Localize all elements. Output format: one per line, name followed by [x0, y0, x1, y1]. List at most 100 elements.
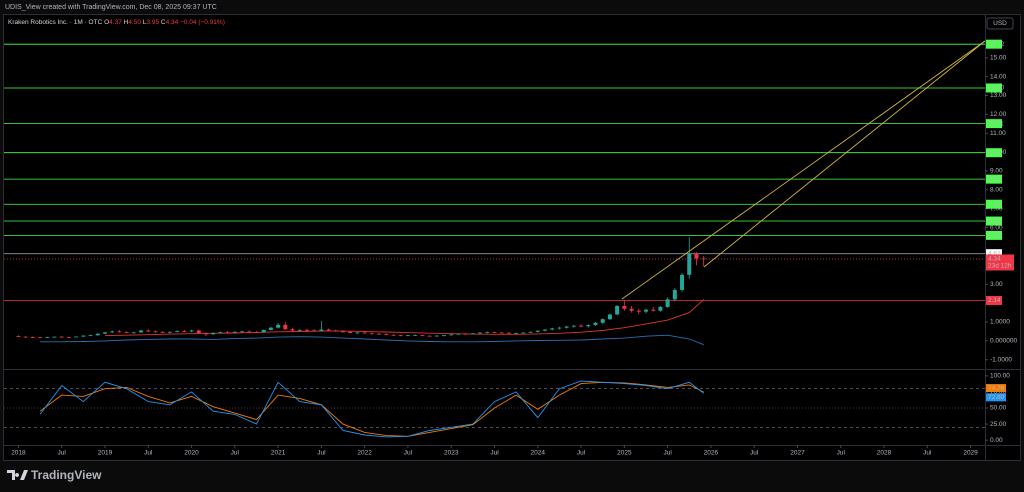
- candle-body: [160, 332, 165, 333]
- candle-body: [74, 336, 79, 338]
- level-label: 2.14: [988, 297, 1001, 304]
- rsi-last-label: 74.76: [988, 385, 1005, 392]
- candle-body: [232, 331, 237, 333]
- candle-body: [240, 331, 245, 333]
- rsi-last-label: 72.80: [988, 394, 1005, 401]
- candle-body: [153, 331, 158, 333]
- trend-line: [703, 40, 986, 268]
- candle-body: [247, 331, 252, 333]
- logo-icon: [7, 470, 28, 480]
- candle-body: [607, 314, 612, 320]
- currency[interactable]: USD: [993, 20, 1007, 27]
- candle-body: [542, 329, 547, 331]
- x-tick-label: Jul: [317, 450, 326, 457]
- candle-body: [348, 331, 353, 333]
- candle-body: [665, 299, 670, 307]
- y-tick-label: 0.000000: [990, 338, 1017, 345]
- candle-body: [225, 332, 230, 334]
- candle-body: [629, 308, 634, 311]
- candle-body: [514, 332, 519, 334]
- x-tick-label: 2026: [704, 450, 719, 457]
- rsi-line: [39, 380, 704, 438]
- candle-body: [319, 329, 324, 332]
- x-tick-label: Jul: [490, 450, 499, 457]
- candle-body: [341, 331, 346, 333]
- candle-body: [88, 335, 93, 337]
- y-tick-label: 11.00: [990, 130, 1006, 137]
- candle-body: [110, 331, 115, 333]
- y-tick-label: 13.00: [990, 92, 1007, 99]
- candle-body: [283, 324, 288, 330]
- candle-body: [643, 309, 648, 312]
- x-tick-label: 2020: [184, 450, 199, 457]
- legend: Kraken Robotics Inc. · 1M · OTC O4.37 H4…: [8, 19, 225, 26]
- close-value: 4.34: [166, 19, 179, 26]
- candle-body: [434, 335, 439, 337]
- candle-body: [290, 329, 295, 331]
- y-tick-label: 9.00: [990, 168, 1003, 175]
- chart-frame: [3, 14, 1021, 461]
- candle-body: [369, 333, 374, 335]
- candle-body: [326, 329, 331, 331]
- x-tick-label: 2025: [617, 450, 632, 457]
- candle-body: [492, 332, 497, 334]
- x-tick-label: Jul: [663, 450, 672, 457]
- candle-body: [23, 336, 28, 338]
- candle-body: [550, 328, 555, 330]
- rsi-y-tick-label: 100.00: [990, 373, 1010, 380]
- candle-body: [615, 305, 620, 315]
- x-tick-label: Jul: [923, 450, 932, 457]
- candle-body: [131, 332, 136, 334]
- candle-body: [687, 253, 692, 275]
- y-tick-label: 1.0000: [990, 319, 1010, 326]
- candle-body: [124, 332, 129, 334]
- level-label-box: [986, 148, 1002, 158]
- candle-body: [52, 336, 57, 338]
- x-tick-label: 2019: [98, 450, 113, 457]
- candle-body: [463, 333, 468, 335]
- plot: 2018 Jul 2019 Jul 2020 Jul 2021 Jul 2022 Jul 2023 J…: [4, 39, 1017, 457]
- rsi-y-tick-label: 0.00: [990, 437, 1003, 444]
- level-label-box: [986, 199, 1002, 209]
- candle-body: [470, 333, 475, 335]
- candle-body: [672, 289, 677, 300]
- candle-body: [81, 335, 86, 337]
- candle-body: [38, 337, 43, 339]
- rsi-y-tick-label: 75.00: [990, 389, 1007, 396]
- last-price-box: [986, 254, 1014, 271]
- candle-body: [95, 333, 100, 336]
- candle-body: [449, 334, 454, 336]
- candle-body: [636, 310, 641, 312]
- x-tick-label: 2022: [357, 450, 372, 457]
- change: −0.04 (−0.91%): [180, 19, 225, 26]
- level-label: 4.62: [988, 250, 1001, 257]
- symbol: Kraken Robotics Inc. · 1M · OTC: [8, 19, 103, 26]
- candle-body: [146, 330, 151, 332]
- candle-body: [420, 335, 425, 336]
- level-label: 13.40: [988, 85, 1005, 92]
- y-tick-label: 7.00: [990, 205, 1003, 212]
- moving-average: [40, 334, 704, 346]
- rsi-last-box: [986, 384, 1006, 393]
- low-value: 3.95: [146, 19, 159, 26]
- candle-body: [182, 331, 187, 332]
- candle-body: [557, 327, 562, 329]
- countdown: 23d 12h: [988, 263, 1012, 270]
- candle-body: [355, 332, 360, 334]
- candle-body: [478, 332, 483, 334]
- y-tick-label: 12.00: [990, 111, 1007, 118]
- y-tick-label: 3.00: [990, 281, 1003, 288]
- candle-body: [694, 253, 699, 259]
- x-tick-label: 2023: [444, 450, 459, 457]
- x-tick-label: Jul: [577, 450, 586, 457]
- candle-body: [413, 335, 418, 336]
- candle-body: [377, 333, 382, 335]
- x-tick-label: Jul: [750, 450, 759, 457]
- candle-body: [528, 331, 533, 333]
- candle-body: [333, 330, 338, 332]
- candle-body: [102, 332, 107, 334]
- rsi-y-tick-label: 25.00: [990, 421, 1007, 428]
- candle-body: [268, 327, 273, 330]
- currency-box[interactable]: [986, 17, 1014, 30]
- high-value: 4.50: [128, 19, 141, 26]
